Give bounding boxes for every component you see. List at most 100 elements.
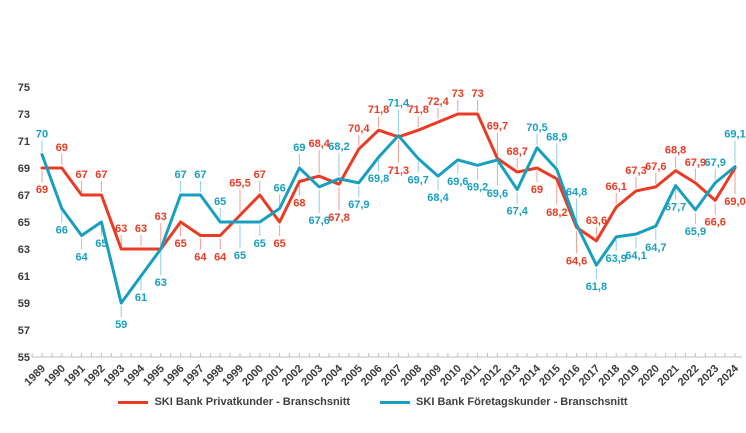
data-label-foretagskunder: 69,2 <box>467 181 488 193</box>
data-label-privatkunder: 64 <box>194 252 207 264</box>
data-label-foretagskunder: 69,6 <box>447 176 468 188</box>
privatkunder-line <box>40 112 737 251</box>
data-label-foretagskunder: 65 <box>254 238 266 250</box>
y-tick-label: 55 <box>18 352 30 364</box>
data-label-foretagskunder: 67,6 <box>308 215 329 227</box>
data-label-foretagskunder: 66 <box>273 183 285 195</box>
data-label-privatkunder: 63,6 <box>586 215 607 227</box>
x-tick-label: 2002 <box>280 363 306 389</box>
data-label-privatkunder: 73 <box>471 88 483 100</box>
x-tick-label: 1996 <box>161 363 187 389</box>
data-label-foretagskunder: 67,9 <box>348 199 369 211</box>
y-tick-label: 63 <box>18 244 30 256</box>
data-label-privatkunder: 69,7 <box>487 121 508 133</box>
data-label-privatkunder: 68,8 <box>665 145 686 157</box>
data-label-foretagskunder: 68,2 <box>328 141 349 153</box>
series-foretagskunder: 70 66 64 65 59 61 63 67 67 65 65 65 66 69 67,6 68,2 67,9… <box>36 98 746 331</box>
data-label-foretagskunder: 69,8 <box>368 173 389 185</box>
x-tick-label: 1997 <box>181 363 207 389</box>
x-tick-label: 2017 <box>577 363 603 389</box>
data-label-privatkunder: 67 <box>95 169 107 181</box>
data-label-privatkunder: 63 <box>135 223 147 235</box>
foretagskunder-line-swatch <box>380 400 411 404</box>
x-tick-label: 2021 <box>656 363 682 389</box>
data-label-privatkunder: 71,8 <box>407 104 428 116</box>
line-chart-canvas: 5557596163656769717375198919901991199219… <box>18 82 746 389</box>
x-tick-label: 2020 <box>636 363 662 389</box>
x-tick-label: 2013 <box>498 363 524 389</box>
foretagskunder-line <box>40 134 737 305</box>
x-tick-label: 2000 <box>240 363 266 389</box>
data-label-foretagskunder: 69,1 <box>724 129 745 141</box>
data-label-foretagskunder: 69,7 <box>407 175 428 187</box>
data-label-privatkunder: 67 <box>254 169 266 181</box>
data-label-foretagskunder: 65,9 <box>685 226 706 238</box>
x-tick-label: 1992 <box>82 363 108 389</box>
data-label-privatkunder: 64,6 <box>566 255 587 267</box>
x-tick-label: 2023 <box>696 363 722 389</box>
y-tick-label: 61 <box>18 271 30 283</box>
x-tick-label: 1993 <box>102 363 128 389</box>
data-label-foretagskunder: 70,5 <box>526 122 547 134</box>
data-label-privatkunder: 63 <box>155 211 167 223</box>
x-tick-label: 2018 <box>597 363 623 389</box>
data-label-foretagskunder: 69,6 <box>487 188 508 200</box>
data-label-privatkunder: 68,2 <box>546 207 567 219</box>
data-label-foretagskunder: 67 <box>174 169 186 181</box>
data-label-privatkunder: 71,8 <box>368 104 389 116</box>
x-tick-label: 2012 <box>478 363 504 389</box>
data-label-foretagskunder: 61 <box>135 292 147 304</box>
x-tick-label: 2005 <box>339 363 365 389</box>
x-tick-label: 2014 <box>517 362 543 388</box>
x-tick-label: 2003 <box>300 363 326 389</box>
data-label-foretagskunder: 64,8 <box>566 187 587 199</box>
y-tick-label: 73 <box>18 109 30 121</box>
x-tick-label: 2001 <box>260 363 286 389</box>
data-label-privatkunder: 63 <box>115 223 127 235</box>
data-label-foretagskunder: 63,9 <box>605 253 626 265</box>
data-label-privatkunder: 65,5 <box>229 177 250 189</box>
y-tick-label: 65 <box>18 217 30 229</box>
x-tick-label: 1999 <box>220 363 246 389</box>
data-label-privatkunder: 73 <box>452 88 464 100</box>
data-label-privatkunder: 72,4 <box>427 96 449 108</box>
data-label-foretagskunder: 70 <box>36 129 48 141</box>
legend-label-foretagskunder: SKI Bank Företagskunder - Branschsnitt <box>416 396 628 408</box>
x-tick-label: 2011 <box>458 363 483 388</box>
data-label-privatkunder: 68,4 <box>308 138 330 150</box>
x-tick-label: 2015 <box>537 363 563 389</box>
data-label-privatkunder: 70,4 <box>348 123 370 135</box>
data-label-foretagskunder: 63 <box>155 277 167 289</box>
legend-label-privatkunder: SKI Bank Privatkunder - Branschsnitt <box>154 396 351 408</box>
series-privatkunder: 69 69 67 67 63 63 63 65 64 64 65,5 67 65 68 68,4 67,8 70… <box>36 88 746 267</box>
data-label-privatkunder: 65 <box>273 238 285 250</box>
y-axis: 55 57 59 61 63 65 67 69 71 73 75 <box>18 82 30 364</box>
data-label-foretagskunder: 65 <box>234 250 246 262</box>
data-label-foretagskunder: 64,7 <box>645 242 666 254</box>
x-tick-label: 2006 <box>359 363 385 389</box>
data-label-foretagskunder: 71,4 <box>388 98 410 110</box>
data-label-privatkunder: 67,9 <box>685 157 706 169</box>
data-label-foretagskunder: 64,1 <box>625 250 646 262</box>
y-tick-label: 57 <box>18 325 30 337</box>
data-label-foretagskunder: 67,9 <box>704 157 725 169</box>
data-label-foretagskunder: 69 <box>293 142 305 154</box>
data-label-foretagskunder: 67,4 <box>506 206 528 218</box>
data-label-privatkunder: 67 <box>75 169 87 181</box>
x-tick-label: 1994 <box>121 362 147 388</box>
data-label-privatkunder: 64 <box>214 252 227 264</box>
x-tick-label: 2004 <box>319 362 345 388</box>
x-tick-label: 1991 <box>62 363 88 389</box>
data-label-privatkunder: 69 <box>36 184 48 196</box>
y-tick-label: 59 <box>18 298 30 310</box>
x-tick-label: 2016 <box>557 363 583 389</box>
x-tick-label: 2022 <box>676 363 702 389</box>
x-tick-label: 1989 <box>22 363 48 389</box>
data-label-privatkunder: 66,1 <box>605 181 626 193</box>
data-label-privatkunder: 67,3 <box>625 165 646 177</box>
legend-item-privatkunder: SKI Bank Privatkunder - Branschsnitt <box>118 396 350 408</box>
data-label-privatkunder: 69 <box>531 184 543 196</box>
privatkunder-line-swatch <box>118 400 149 404</box>
y-tick-label: 67 <box>18 190 30 202</box>
x-tick-label: 1990 <box>42 363 68 389</box>
